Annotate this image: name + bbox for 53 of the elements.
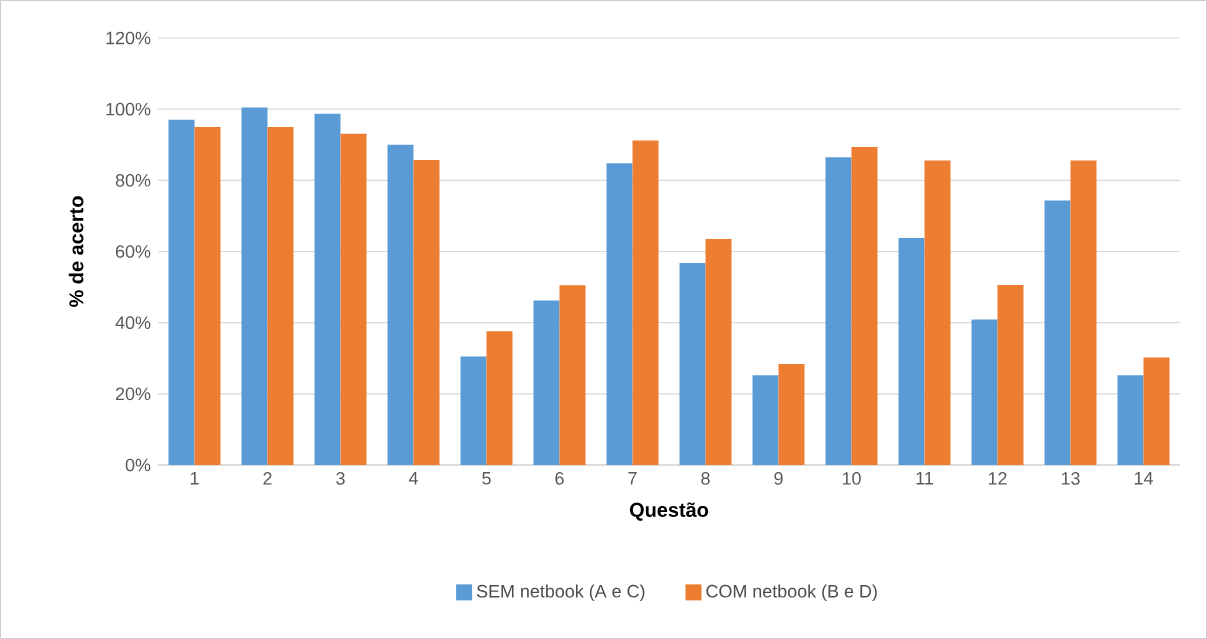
bar — [632, 140, 659, 465]
y-tick-label: 20% — [115, 387, 151, 401]
x-tick-label: 14 — [1134, 472, 1153, 485]
bar — [778, 363, 805, 465]
bar — [533, 300, 560, 465]
x-tick-label: 12 — [988, 472, 1007, 485]
x-tick-label: 1 — [190, 472, 199, 485]
bar — [924, 160, 951, 465]
legend-label: COM netbook (B e D) — [706, 584, 877, 602]
bar — [705, 239, 732, 465]
bar — [1143, 357, 1170, 465]
x-tick-label: 13 — [1061, 472, 1080, 485]
y-tick-label: 120% — [106, 31, 151, 45]
y-tick-label: 40% — [115, 316, 151, 330]
x-tick-label: 5 — [482, 472, 491, 485]
bar — [971, 319, 998, 465]
y-axis-title: % de acerto — [68, 196, 84, 307]
bar — [606, 163, 633, 465]
y-tick-label: 80% — [115, 173, 151, 187]
y-tick-label: 100% — [106, 102, 151, 116]
bar — [387, 144, 414, 465]
bar — [168, 119, 195, 465]
y-tick-label: 0% — [125, 458, 151, 472]
bar — [851, 146, 878, 465]
x-tick-label: 11 — [916, 472, 933, 485]
bar — [679, 262, 706, 465]
bar — [898, 237, 925, 465]
x-axis-title: Questão — [629, 502, 709, 521]
x-tick-label: 3 — [336, 472, 345, 485]
bar — [997, 284, 1024, 465]
bar — [1117, 375, 1144, 465]
x-tick-label: 7 — [628, 472, 637, 485]
x-tick-label: 8 — [701, 472, 710, 485]
bar — [460, 356, 487, 465]
bar — [194, 126, 221, 465]
bar — [267, 126, 294, 465]
bar — [1044, 200, 1071, 465]
bar — [340, 133, 367, 465]
x-tick-label: 6 — [555, 472, 564, 485]
x-tick-label: 10 — [842, 472, 861, 485]
bar — [752, 375, 779, 465]
x-tick-label: 4 — [408, 472, 418, 485]
y-tick-label: 60% — [115, 245, 151, 258]
bar — [1070, 160, 1097, 465]
bar — [825, 157, 852, 465]
legend-label: SEM netbook (A e C) — [476, 584, 645, 602]
bar — [314, 113, 341, 465]
bar — [241, 107, 268, 465]
bar — [413, 160, 440, 465]
x-tick-label: 9 — [774, 472, 783, 485]
bar — [559, 285, 586, 465]
bar — [486, 331, 513, 465]
x-tick-label: 2 — [263, 472, 272, 485]
